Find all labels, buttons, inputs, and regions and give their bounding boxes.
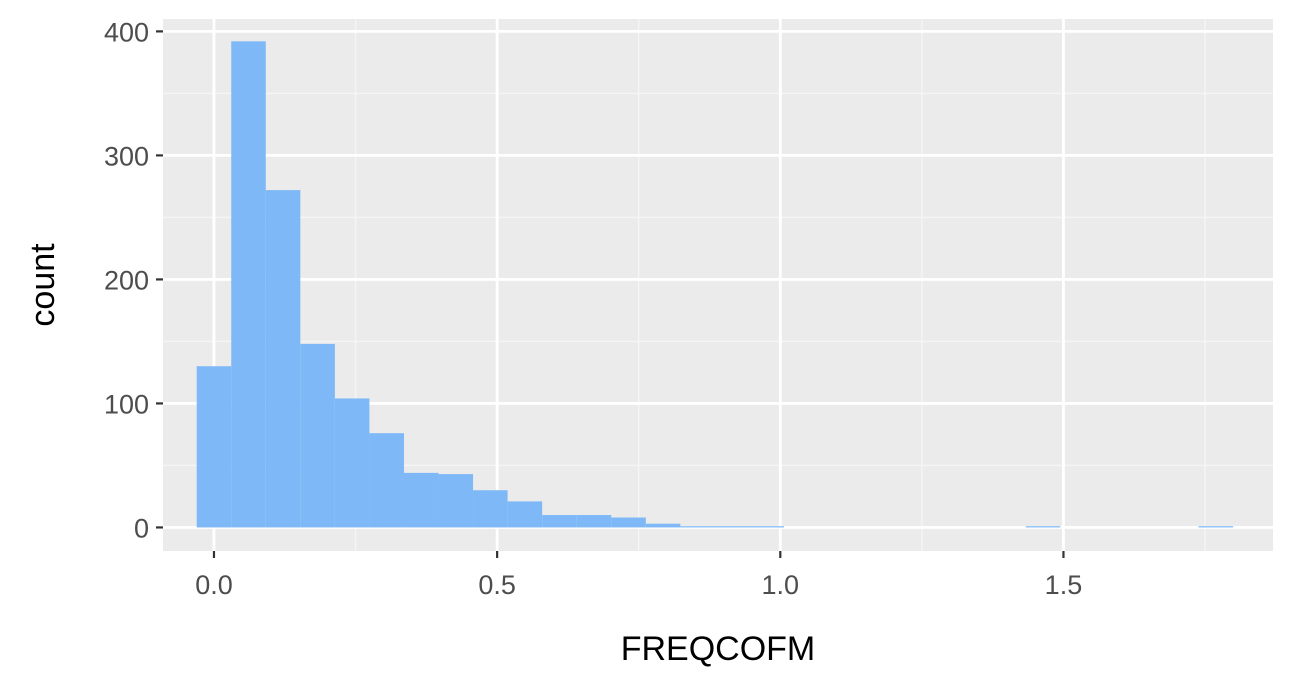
histogram-bar <box>611 517 646 528</box>
histogram-bar <box>542 515 577 528</box>
histogram-bar <box>265 190 301 528</box>
histogram-bar <box>680 526 715 528</box>
histogram-bar <box>576 515 612 528</box>
histogram-bars <box>196 41 1234 528</box>
histogram-bar <box>645 523 681 528</box>
histogram-bar <box>749 526 784 528</box>
histogram-bar <box>369 433 404 528</box>
histogram-bar <box>300 343 335 528</box>
y-axis-title: count <box>24 243 62 327</box>
minor-gridlines <box>163 19 1273 551</box>
histogram-bar <box>231 41 266 528</box>
histogram-bar <box>196 366 232 528</box>
histogram-bar <box>1198 526 1234 528</box>
x-tick-label: 1.5 <box>1045 570 1083 600</box>
y-axis: 0 100 200 300 400 <box>104 17 163 543</box>
y-tick-label: 200 <box>104 265 149 295</box>
histogram-bar <box>403 472 439 528</box>
x-tick-label: 0.5 <box>478 570 516 600</box>
x-tick-label: 1.0 <box>762 570 800 600</box>
histogram-bar <box>334 398 370 528</box>
x-axis-title: FREQCOFM <box>621 630 816 668</box>
histogram-bar <box>507 501 543 528</box>
histogram-bar <box>1025 526 1061 528</box>
x-tick-label: 0.0 <box>195 570 233 600</box>
y-tick-label: 400 <box>104 17 149 47</box>
y-tick-label: 100 <box>104 389 149 419</box>
y-tick-label: 300 <box>104 141 149 171</box>
histogram-bar <box>473 490 508 528</box>
y-tick-label: 0 <box>134 513 149 543</box>
histogram-bar <box>438 474 474 528</box>
x-axis: 0.0 0.5 1.0 1.5 <box>195 551 1082 600</box>
histogram-bar <box>714 526 750 528</box>
